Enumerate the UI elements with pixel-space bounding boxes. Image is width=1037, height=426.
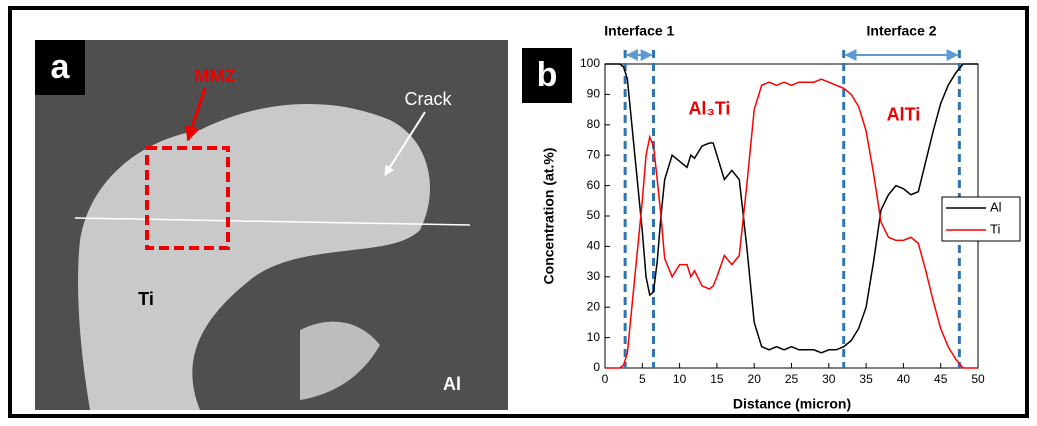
y-tick-label: 60 <box>587 178 601 192</box>
x-tick-label: 20 <box>748 372 762 386</box>
legend-box <box>942 197 1020 241</box>
annotation: AlTi <box>887 104 921 124</box>
legend-label: Ti <box>990 221 1000 236</box>
x-tick-label: 5 <box>639 372 646 386</box>
panel-label: a <box>51 48 71 86</box>
interface-label: Interface 1 <box>604 23 674 39</box>
x-tick-label: 10 <box>673 372 687 386</box>
mmz-label: MMZ <box>195 66 236 86</box>
y-tick-label: 20 <box>587 299 601 313</box>
micrograph: a MMZ Crack Ti Al <box>35 40 508 410</box>
x-axis-title: Distance (micron) <box>733 396 851 412</box>
x-tick-label: 50 <box>971 372 985 386</box>
y-tick-label: 0 <box>593 360 600 374</box>
figure: a MMZ Crack Ti Al b Distance (micron) Co… <box>0 0 1037 421</box>
y-tick-label: 10 <box>587 330 601 344</box>
y-tick-label: 50 <box>587 208 601 222</box>
y-tick-label: 100 <box>580 56 600 70</box>
y-axis-title: Concentration (at.%) <box>541 148 557 285</box>
x-tick-label: 30 <box>822 372 836 386</box>
x-tick-label: 45 <box>934 372 948 386</box>
y-tick-label: 80 <box>587 117 601 131</box>
al-label: Al <box>443 374 461 394</box>
panel-label: b <box>537 56 558 94</box>
x-tick-label: 35 <box>859 372 873 386</box>
x-tick-label: 25 <box>785 372 799 386</box>
legend-label: Al <box>990 199 1002 214</box>
y-tick-label: 30 <box>587 269 601 283</box>
x-tick-label: 0 <box>602 372 609 386</box>
ti-label: Ti <box>138 289 154 309</box>
annotation: Al₃Ti <box>688 98 730 118</box>
x-tick-label: 40 <box>897 372 911 386</box>
interface-label: Interface 2 <box>867 23 937 39</box>
y-tick-label: 70 <box>587 147 601 161</box>
y-tick-label: 40 <box>587 239 601 253</box>
x-tick-label: 15 <box>710 372 724 386</box>
crack-label: Crack <box>404 89 452 109</box>
y-tick-label: 90 <box>587 87 601 101</box>
